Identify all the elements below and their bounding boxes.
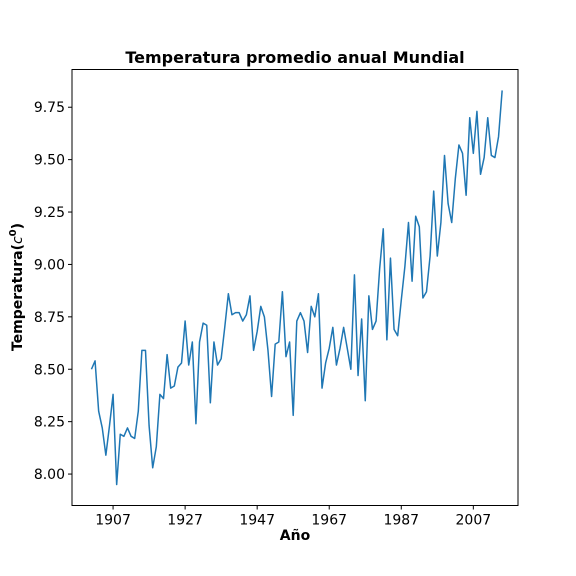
x-tick-label: 1947 <box>239 513 275 529</box>
y-tick-label: 9.25 <box>34 205 65 221</box>
x-tick-label: 1967 <box>311 513 347 529</box>
y-axis-label-sup: 0 <box>8 229 19 236</box>
y-tick-label: 9.00 <box>34 257 65 273</box>
y-tick-label: 8.50 <box>34 362 65 378</box>
y-axis-label-base: c <box>10 236 26 244</box>
y-axis-label-text: Temperatura( <box>10 244 26 351</box>
y-tick-label: 8.75 <box>34 310 65 326</box>
plot-frame <box>71 69 519 506</box>
y-tick-label: 9.50 <box>34 153 65 169</box>
series-layer <box>90 90 503 486</box>
y-axis-label: Temperatura(c0) <box>8 223 26 351</box>
ticks-layer: 1907 1927 1947 1967 1987 2007 8.00 8.25 8.50 8.75… <box>34 100 491 528</box>
x-tick-label: 1987 <box>383 513 419 529</box>
x-tick-label: 1927 <box>167 513 203 529</box>
y-tick-label: 8.00 <box>34 467 65 483</box>
chart-title: Temperatura promedio anual Mundial <box>125 48 464 67</box>
y-tick-label: 8.25 <box>34 415 65 431</box>
x-tick-label: 2007 <box>456 513 492 529</box>
series-line <box>90 90 503 486</box>
y-tick-label: 9.75 <box>34 100 65 116</box>
y-axis-label-close: ) <box>10 223 26 229</box>
x-tick-label: 1907 <box>95 513 131 529</box>
x-axis-label: Año <box>280 528 311 544</box>
